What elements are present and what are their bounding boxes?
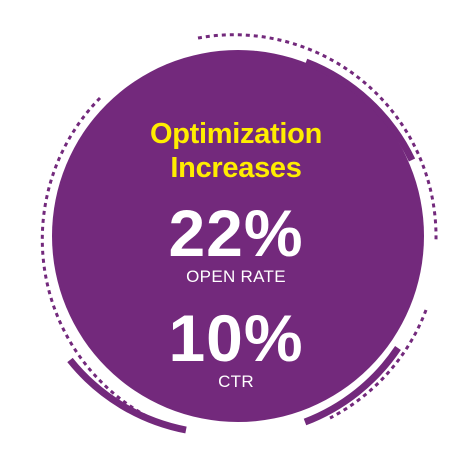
solid-ring-arc-upper-right: [304, 58, 416, 162]
solid-ring-arc-bottom-right: [303, 346, 401, 426]
solid-ring-arc-lower-left: [67, 357, 187, 434]
dotted-ring-arc-bottom-right: [329, 309, 428, 420]
dotted-ring-arc-top-right: [197, 33, 438, 241]
purple-circle: [52, 50, 424, 422]
dotted-ring-arc-left: [40, 96, 151, 420]
